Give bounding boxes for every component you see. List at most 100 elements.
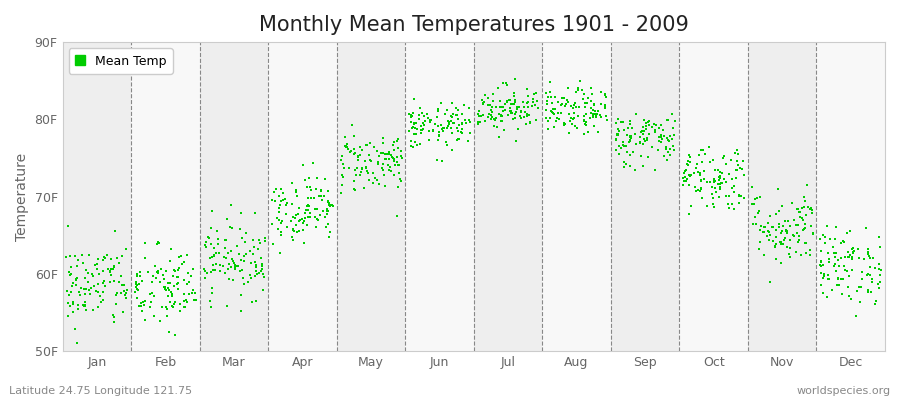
Point — [712, 174, 726, 180]
Point — [212, 268, 227, 274]
Point — [814, 248, 829, 254]
Point — [257, 235, 272, 241]
Point — [787, 216, 801, 223]
Point — [203, 240, 218, 247]
Point — [712, 194, 726, 200]
Point — [482, 102, 496, 108]
Point — [334, 190, 348, 196]
Point — [586, 111, 600, 117]
Point — [560, 96, 574, 103]
Point — [493, 104, 508, 110]
Point — [504, 101, 518, 108]
Point — [693, 188, 707, 194]
Point — [430, 106, 445, 112]
Point — [236, 275, 250, 282]
Point — [568, 123, 582, 129]
Point — [300, 203, 314, 210]
Point — [585, 106, 599, 113]
Point — [711, 167, 725, 173]
Point — [171, 274, 185, 281]
Point — [590, 129, 605, 135]
Point — [690, 169, 705, 176]
Point — [478, 118, 492, 124]
Point — [655, 126, 670, 133]
Point — [567, 110, 581, 116]
Point — [228, 262, 242, 269]
Point — [242, 248, 256, 254]
Point — [841, 229, 855, 236]
Point — [216, 263, 230, 270]
Point — [640, 135, 654, 142]
Point — [168, 332, 183, 338]
Point — [454, 129, 468, 136]
Point — [445, 114, 459, 120]
Point — [223, 224, 238, 230]
Point — [531, 104, 545, 111]
Point — [171, 286, 185, 292]
Point — [814, 262, 828, 269]
Point — [290, 193, 304, 200]
Point — [779, 230, 794, 236]
Point — [495, 112, 509, 119]
Point — [694, 147, 708, 153]
Point — [774, 230, 788, 236]
Point — [410, 142, 425, 148]
Point — [506, 101, 520, 108]
Point — [585, 90, 599, 97]
Point — [454, 130, 469, 136]
Point — [159, 268, 174, 274]
Point — [416, 126, 430, 133]
Point — [390, 159, 404, 165]
Point — [614, 118, 628, 125]
Point — [699, 202, 714, 209]
Point — [130, 271, 145, 278]
Point — [66, 280, 80, 287]
Point — [822, 276, 836, 282]
Point — [378, 151, 392, 158]
Point — [319, 224, 333, 231]
Point — [540, 101, 554, 107]
Point — [128, 288, 142, 295]
Point — [372, 152, 386, 159]
Point — [355, 165, 369, 171]
Point — [790, 206, 805, 212]
Point — [392, 176, 407, 182]
Point — [375, 150, 390, 157]
Point — [408, 139, 422, 145]
Point — [435, 158, 449, 164]
Point — [371, 160, 385, 167]
Point — [334, 157, 348, 164]
Point — [843, 228, 858, 234]
Point — [166, 301, 181, 307]
Point — [359, 142, 374, 148]
Point — [335, 172, 349, 178]
Point — [158, 284, 173, 290]
Point — [372, 181, 386, 187]
Point — [407, 96, 421, 102]
Point — [589, 113, 603, 119]
Point — [665, 136, 680, 142]
Point — [175, 261, 189, 268]
Point — [849, 313, 863, 320]
Point — [234, 292, 248, 298]
Point — [158, 286, 172, 292]
Point — [145, 279, 159, 286]
Point — [608, 136, 623, 143]
Point — [662, 132, 677, 139]
Point — [598, 90, 612, 97]
Point — [188, 297, 202, 303]
Point — [366, 169, 381, 176]
Point — [366, 144, 381, 150]
Point — [709, 189, 724, 196]
Point — [100, 252, 114, 258]
Point — [68, 253, 82, 259]
Point — [230, 243, 245, 249]
Point — [347, 146, 362, 152]
Point — [387, 138, 401, 145]
Point — [378, 156, 392, 162]
Point — [562, 111, 576, 117]
Point — [584, 110, 598, 116]
Point — [296, 218, 310, 225]
Point — [321, 234, 336, 240]
Point — [273, 250, 287, 256]
